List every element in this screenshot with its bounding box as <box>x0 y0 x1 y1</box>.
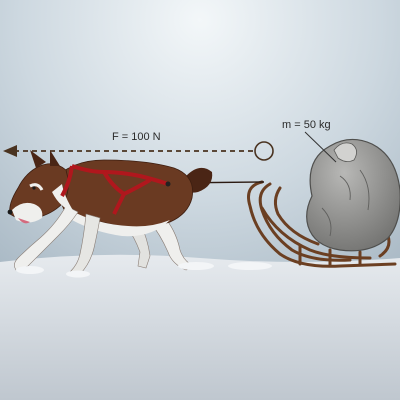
mass-label: m = 50 kg <box>282 119 331 131</box>
sled-icon <box>247 180 397 268</box>
snow-ground <box>0 254 400 400</box>
force-arrow-head <box>3 145 17 157</box>
harness <box>60 164 169 215</box>
boulder-icon: m = 50 kg <box>282 119 400 252</box>
force-application-point <box>254 141 274 161</box>
snow-puffs <box>16 262 272 278</box>
mass-leader-line <box>304 131 337 163</box>
force-label: F = 100 N <box>112 131 161 143</box>
husky-icon <box>7 150 213 275</box>
force-arrow: F = 100 N <box>3 131 274 161</box>
